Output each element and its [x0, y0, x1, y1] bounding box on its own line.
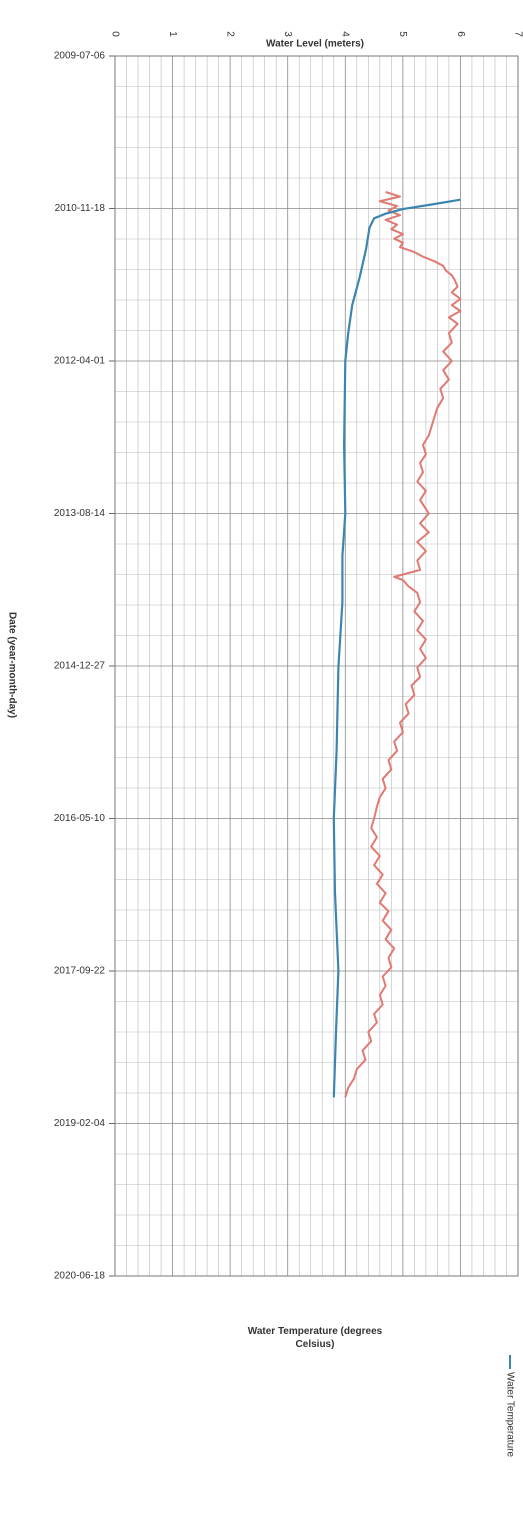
data-line: [332, 198, 461, 1098]
x-tick-label: 2016-05-10: [54, 813, 106, 824]
data-line: [344, 191, 462, 1098]
y-tick-label: 5: [397, 31, 408, 37]
y-tick-label: 2: [225, 31, 236, 37]
x-axis-title: Date (year-month-day): [6, 612, 17, 718]
grid: [114, 55, 519, 1277]
annotation: Water Temperature (degrees Celsius): [247, 1326, 383, 1350]
y-axis-title: Water Level (meters): [266, 39, 364, 50]
x-tick-label: 2013-08-14: [54, 508, 106, 519]
x-tick-label: 2020-06-18: [54, 1271, 106, 1282]
y-tick-label: 1: [167, 31, 178, 37]
x-tick-label: 2009-07-06: [54, 51, 106, 62]
legend-label: Water Temperature: [504, 1372, 515, 1457]
x-tick-label: 2010-11-18: [55, 203, 106, 214]
y-tick-label: 4: [340, 31, 351, 37]
y-tick-label: 6: [455, 31, 466, 37]
x-tick-label: 2012-04-01: [54, 356, 106, 367]
y-tick-label: 3: [282, 31, 293, 37]
y-tick-label: 0: [109, 31, 120, 37]
x-tick-label: 2014-12-27: [54, 661, 106, 672]
x-tick-label: 2019-02-04: [54, 1118, 106, 1129]
x-tick-label: 2017-09-22: [54, 966, 106, 977]
plot-frame: [114, 55, 519, 1277]
y-tick-label: 7: [512, 31, 523, 37]
